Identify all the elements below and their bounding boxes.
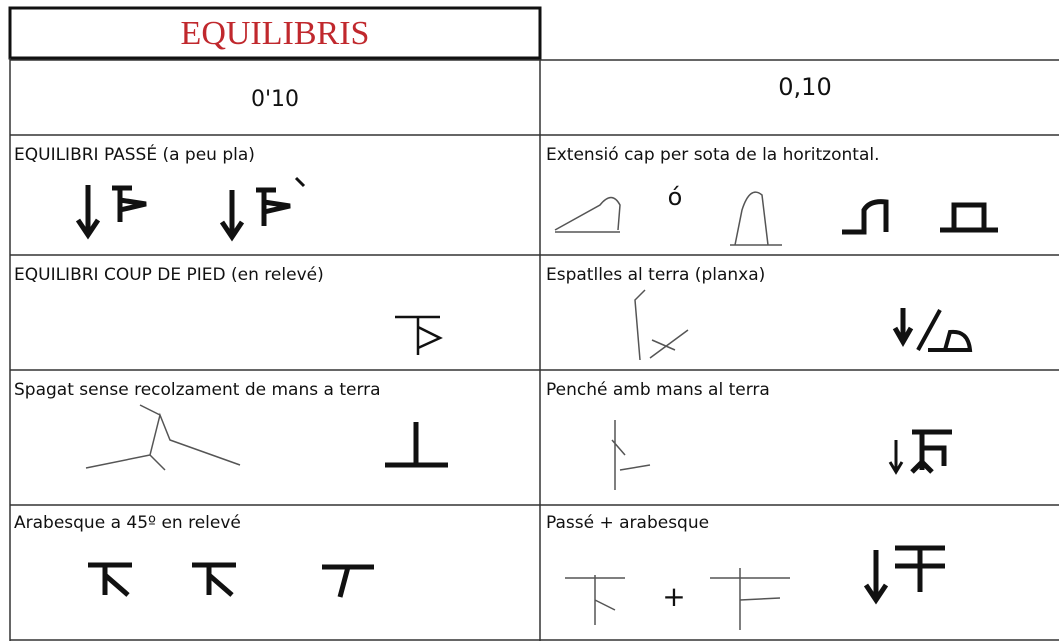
symbols bbox=[75, 176, 998, 605]
cell-label: Extensió cap per sota de la horitzontal. bbox=[546, 145, 880, 165]
table-grid bbox=[9, 58, 1059, 641]
figures bbox=[85, 191, 790, 630]
connector: ó bbox=[668, 183, 683, 211]
cell-label: Arabesque a 45º en relevé bbox=[14, 513, 241, 533]
title: EQUILIBRIS bbox=[181, 15, 370, 52]
cell-label: EQUILIBRI PASSÉ (a peu pla) bbox=[14, 143, 255, 165]
cell-label: Spagat sense recolzament de mans a terra bbox=[14, 380, 381, 400]
connector: + bbox=[662, 580, 685, 613]
title-box bbox=[8, 6, 542, 60]
cell-label: EQUILIBRI COUP DE PIED (en relevé) bbox=[14, 265, 324, 285]
cell-label: Passé + arabesque bbox=[546, 513, 709, 533]
header-left: 0'10 bbox=[251, 87, 299, 112]
header-right: 0,10 bbox=[778, 73, 831, 101]
cell-label: Penché amb mans al terra bbox=[546, 380, 770, 400]
cell-label: Espatlles al terra (planxa) bbox=[546, 265, 765, 285]
